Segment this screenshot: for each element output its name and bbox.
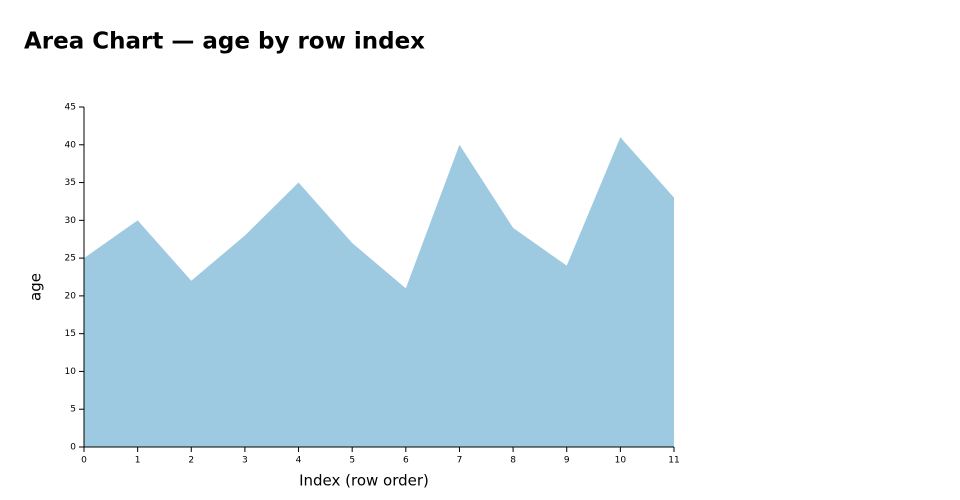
y-tick-label: 15: [65, 329, 76, 339]
x-tick-label: 2: [188, 456, 194, 466]
x-tick-label: 10: [615, 456, 627, 466]
y-tick-label: 25: [65, 254, 76, 264]
x-tick-label: 1: [135, 456, 141, 466]
y-tick-label: 0: [70, 443, 76, 453]
x-tick-label: 9: [564, 456, 570, 466]
x-axis-label: Index (row order): [299, 472, 429, 490]
y-tick-label: 5: [70, 405, 76, 415]
x-tick-label: 6: [403, 456, 409, 466]
y-tick-label: 10: [65, 367, 77, 377]
x-tick-label: 4: [296, 456, 302, 466]
y-axis-label: age: [27, 273, 45, 301]
y-tick-label: 30: [65, 216, 77, 226]
x-tick-label: 3: [242, 456, 248, 466]
area: [84, 137, 674, 447]
y-tick-label: 20: [65, 291, 77, 301]
y-tick-label: 35: [65, 178, 76, 188]
x-tick-label: 11: [668, 456, 679, 466]
x-tick-label: 0: [81, 456, 87, 466]
y-tick-label: 45: [65, 103, 76, 113]
x-tick-label: 5: [349, 456, 355, 466]
x-tick-label: 7: [457, 456, 463, 466]
chart-title: Area Chart — age by row index: [24, 29, 425, 55]
y-tick-label: 40: [65, 140, 77, 150]
x-tick-label: 8: [510, 456, 516, 466]
